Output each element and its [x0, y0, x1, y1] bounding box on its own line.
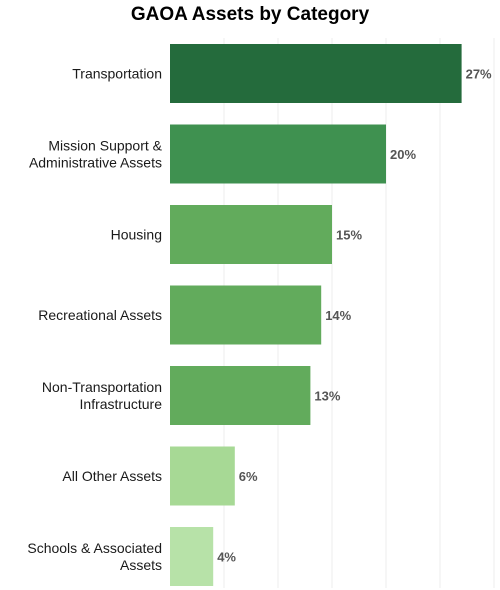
category-label-line: Recreational Assets	[38, 307, 162, 323]
category-label: Mission Support & Administrative Assets	[29, 138, 163, 171]
bar	[170, 366, 311, 425]
category-labels: Transportation Mission Support & Administr…	[27, 66, 162, 574]
bar	[170, 44, 462, 103]
value-label: 14%	[325, 308, 351, 323]
category-label: Schools & Associated Assets	[27, 540, 162, 573]
bars	[170, 44, 462, 586]
category-label-line: Administrative Assets	[29, 155, 162, 171]
category-label-line: Transportation	[72, 66, 162, 82]
chart-title: GAOA Assets by Category	[130, 4, 370, 25]
value-label: 13%	[314, 389, 340, 404]
bar	[170, 205, 332, 264]
category-label-line: Non-Transportation	[42, 379, 162, 395]
category-label-line: Assets	[120, 557, 162, 573]
bar	[170, 446, 235, 506]
value-labels: 27% 20% 15% 14% 13% 6% 4%	[217, 67, 492, 565]
value-label: 4%	[217, 550, 236, 565]
bar	[170, 527, 214, 586]
category-label: Transportation	[72, 66, 162, 82]
value-label: 20%	[390, 147, 416, 162]
value-label: 27%	[466, 67, 492, 82]
bar	[170, 124, 386, 184]
category-label-line: Infrastructure	[80, 396, 163, 412]
category-label-line: Housing	[111, 227, 162, 243]
category-label: Housing	[111, 227, 162, 243]
bar	[170, 285, 322, 345]
category-label-line: All Other Assets	[62, 468, 162, 484]
value-label: 15%	[336, 228, 362, 243]
category-label: Non-Transportation Infrastructure	[42, 379, 162, 412]
category-label-line: Mission Support &	[48, 138, 162, 154]
value-label: 6%	[239, 469, 258, 484]
category-label: Recreational Assets	[38, 307, 162, 323]
category-label-line: Schools & Associated	[27, 540, 162, 556]
category-label: All Other Assets	[62, 468, 162, 484]
